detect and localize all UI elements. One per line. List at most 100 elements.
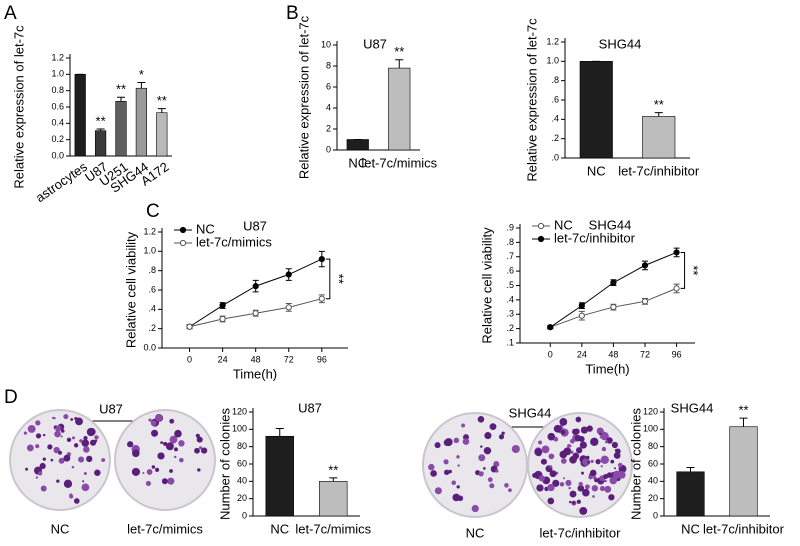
bar [156,112,168,157]
colony [547,497,555,505]
colony [54,430,61,438]
x-tick-label: 48 [608,349,618,359]
colony [443,459,449,465]
colony [154,467,160,472]
y-tick-label: .2 [148,323,156,333]
y-axis-label: Number of colonies [628,408,643,520]
colony [83,446,90,453]
y-axis-label: Relative cell viability [123,231,138,348]
marker [285,304,292,311]
colony [569,445,572,448]
colony [151,429,159,437]
colony [35,476,39,479]
colony [55,425,62,432]
colony [560,458,567,464]
plate-label: NC [51,521,70,536]
colony [94,435,99,440]
colony [548,453,555,460]
colony [599,485,606,492]
x-tick-label: NC [681,521,700,536]
colony [146,469,153,475]
colony [430,470,437,477]
significance: ** [328,462,338,477]
bar [135,87,148,157]
colony [101,458,106,462]
colony [489,483,495,489]
colony [599,432,602,436]
colony [71,465,75,469]
x-tick-label: 0 [187,354,192,364]
y-tick-label: .7 [506,251,514,261]
marker [186,323,193,330]
colony [174,455,177,459]
plate-label: NC [466,525,485,540]
x-axis-label: Time(h) [233,366,277,381]
colony [23,431,28,435]
significance: ** [331,274,346,284]
colony [169,435,178,444]
y-tick-label: 0.0 [51,150,64,160]
colony [39,462,46,470]
significance: ** [157,93,167,108]
colony [493,461,500,468]
colony [580,426,589,434]
y-tick-label: .4 [506,294,514,304]
colony [569,490,577,498]
colony [86,455,93,463]
colony [60,435,63,438]
colony [559,450,568,459]
chart-title: SHG44 [671,400,714,415]
colony [148,418,152,422]
colony [511,444,520,454]
error-bar [137,82,146,89]
colony [145,480,152,487]
y-tick-label: .8 [506,237,514,247]
x-tick-label: 0 [548,349,553,359]
x-tick-label: 48 [251,354,261,364]
y-tick-label: .1 [506,337,514,347]
error-bar [96,128,105,131]
colony [73,498,80,504]
colony [81,439,90,447]
colony [608,494,615,501]
y-tick-label: 10 [321,39,331,49]
colony [142,472,145,475]
y-axis-label: Relative expression of let-7c [296,15,311,179]
colony [592,476,597,480]
colony [456,455,460,459]
y-tick-label: 40 [648,476,658,486]
plate-group-label: SHG44 [509,405,552,420]
plate-label: let-7c/inhibitor [540,525,622,540]
colony [569,455,577,464]
y-tick-label: 0 [326,144,331,154]
x-tick-label: let-7c/mimics [361,155,437,170]
colony [618,471,626,479]
y-tick-label: .8 [551,75,559,85]
colony [58,457,65,464]
colony [150,420,157,427]
colony [480,445,483,448]
marker [318,255,325,263]
colony [83,471,87,475]
colony [609,476,618,485]
x-tick-label: 24 [577,349,587,359]
colony [51,416,55,420]
colony [604,485,612,493]
y-tick-label: 20 [648,493,658,503]
colony [83,435,88,441]
colony [443,439,451,447]
bar [642,116,676,159]
colony [615,448,621,455]
x-tick-label: let-7c/inhibitor [703,521,785,536]
bar [94,130,107,157]
y-axis-label: Relative expression of let-7c [11,25,26,189]
colony [601,446,607,452]
x-tick-label: 72 [284,354,294,364]
chart-title: U87 [363,36,387,51]
colony [610,459,615,464]
y-tick-label: 1.0 [546,56,559,66]
colony [569,500,572,504]
error-bar [117,96,125,102]
y-tick-label: 1.0 [51,69,64,79]
colony [538,440,543,445]
